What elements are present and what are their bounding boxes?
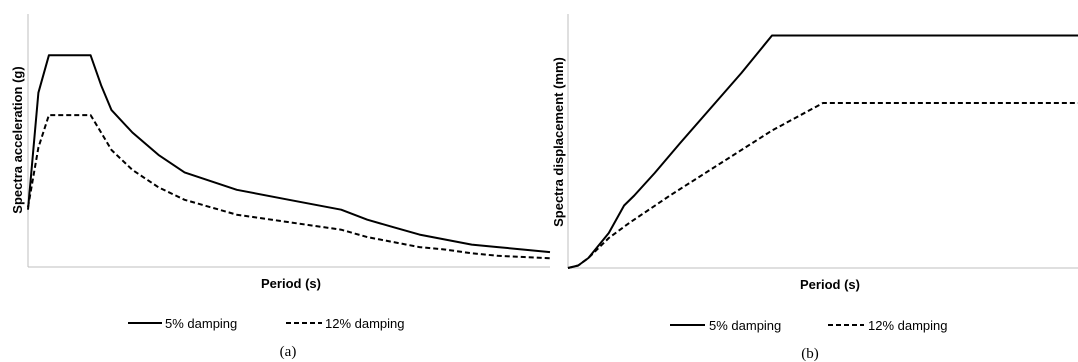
panel-a-series [27,54,551,260]
panel-a-series-solid-line [27,54,551,254]
panel-b-ylabel: Spectra displacement (mm) [551,57,566,227]
panel-a-xlabel: Period (s) [261,276,321,291]
panel-a-series-dashed-line [27,114,551,260]
panel-b: Spectra displacement (mm) Period (s) 5% … [551,14,1078,362]
panel-a-caption: (a) [280,344,297,360]
panel-b-legend-label-dashed: 12% damping [868,318,948,333]
panel-b-legend: 5% damping 12% damping [670,318,948,333]
panel-b-legend-label-solid: 5% damping [709,318,781,333]
panel-b-series-solid-line [567,34,1078,269]
panel-b-caption: (b) [801,346,819,362]
panel-b-xlabel: Period (s) [800,277,860,292]
panel-b-series-dashed-line [567,102,1078,269]
panel-a-legend-label-dashed: 12% damping [325,316,405,331]
panel-a-ylabel: Spectra acceleration (g) [10,66,25,213]
panel-b-series [567,34,1078,269]
panel-a-legend-label-solid: 5% damping [165,316,237,331]
panel-a-legend: 5% damping 12% damping [128,316,405,331]
panel-a: Spectra acceleration (g) Period (s) 5% d… [10,14,551,360]
